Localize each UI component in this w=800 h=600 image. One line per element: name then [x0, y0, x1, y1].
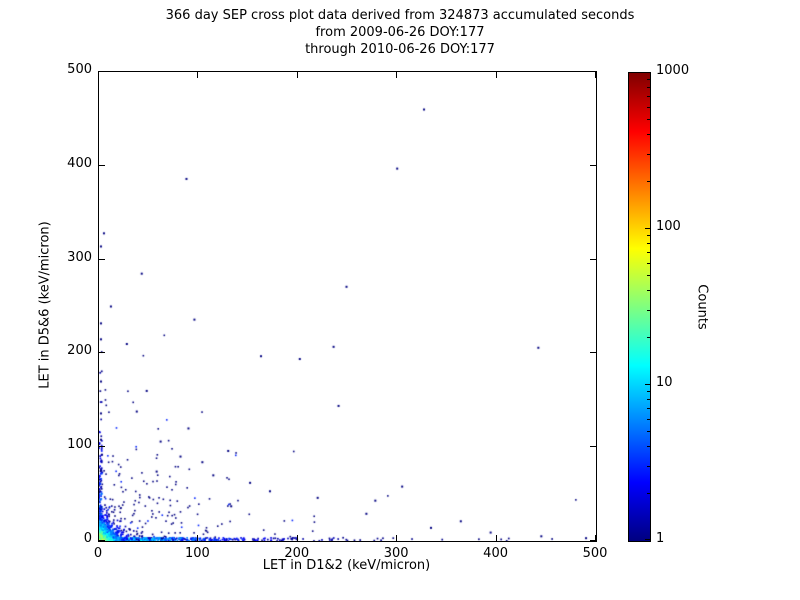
colorbar-minor-tick [647, 274, 650, 276]
y-tick-mark-right [590, 540, 596, 541]
x-tick-label: 300 [383, 546, 409, 561]
y-tick-mark [99, 71, 105, 72]
colorbar [628, 72, 651, 542]
colorbar-minor-tick [647, 134, 650, 136]
y-axis-label: LET in D5&6 (keV/micron) [37, 221, 53, 389]
y-tick-label: 200 [67, 343, 92, 359]
y-tick-mark-right [590, 164, 596, 166]
chart-title-line2: from 2009-06-26 DOY:177 [315, 25, 485, 40]
chart-title-line1: 366 day SEP cross plot data derived from… [165, 8, 635, 23]
colorbar-minor-tick [647, 87, 650, 89]
x-tick-mark-top [98, 72, 99, 78]
colorbar-tick-mark [645, 72, 650, 73]
colorbar-minor-tick [647, 465, 650, 467]
x-tick-label: 100 [184, 546, 210, 561]
x-tick-mark [495, 535, 497, 541]
y-tick-mark [99, 446, 105, 448]
y-tick-mark [99, 352, 105, 354]
y-tick-label: 300 [67, 249, 92, 265]
colorbar-tick-label: 100 [656, 219, 681, 234]
colorbar-minor-tick [647, 153, 650, 155]
colorbar-minor-tick [647, 235, 650, 237]
x-tick-mark-top [296, 72, 298, 78]
colorbar-minor-tick [647, 418, 650, 420]
y-tick-mark [99, 164, 105, 166]
x-tick-mark [98, 535, 99, 541]
x-tick-mark-top [396, 72, 398, 78]
x-tick-mark [296, 535, 298, 541]
colorbar-minor-tick [647, 337, 650, 339]
colorbar-minor-tick [647, 96, 650, 98]
x-tick-mark-top [495, 72, 497, 78]
colorbar-minor-tick [647, 446, 650, 448]
scatter-canvas [99, 72, 596, 541]
chart-title-line3: through 2010-06-26 DOY:177 [305, 42, 495, 57]
colorbar-tick-mark [645, 539, 650, 540]
colorbar-minor-tick [647, 118, 650, 120]
colorbar-minor-tick [647, 79, 650, 81]
colorbar-minor-tick [647, 181, 650, 183]
colorbar-minor-tick [647, 252, 650, 254]
y-tick-mark [99, 540, 105, 541]
y-tick-label: 400 [67, 155, 92, 171]
y-tick-mark [99, 258, 105, 260]
plot-area [98, 71, 597, 542]
colorbar-minor-tick [647, 408, 650, 410]
y-tick-mark-right [590, 446, 596, 448]
y-tick-mark-right [590, 352, 596, 354]
x-tick-mark [197, 535, 199, 541]
colorbar-minor-tick [647, 309, 650, 311]
y-tick-label: 500 [67, 62, 92, 77]
colorbar-tick-mark [645, 384, 650, 385]
colorbar-minor-tick [647, 290, 650, 292]
x-tick-mark [595, 535, 596, 541]
y-tick-label: 100 [67, 437, 92, 453]
colorbar-minor-tick [647, 399, 650, 401]
y-tick-mark-right [590, 71, 596, 72]
colorbar-minor-tick [647, 106, 650, 108]
colorbar-label: Counts [694, 284, 710, 330]
colorbar-tick-mark [645, 228, 650, 229]
y-tick-mark-right [590, 258, 596, 260]
x-tick-label: 500 [582, 546, 608, 561]
y-tick-label: 0 [83, 531, 92, 546]
x-tick-label: 400 [483, 546, 508, 561]
colorbar-minor-tick [647, 430, 650, 432]
colorbar-minor-tick [647, 391, 650, 393]
colorbar-minor-tick [647, 262, 650, 264]
x-tick-mark-top [197, 72, 199, 78]
x-tick-label: 0 [93, 546, 103, 561]
colorbar-tick-label: 1 [656, 531, 665, 546]
x-axis-label: LET in D1&2 (keV/micron) [262, 558, 431, 573]
colorbar-tick-label: 10 [656, 375, 673, 390]
x-tick-mark-top [595, 72, 596, 78]
colorbar-minor-tick [647, 243, 650, 245]
x-tick-mark [396, 535, 398, 541]
colorbar-tick-label: 1000 [656, 63, 690, 78]
colorbar-minor-tick [647, 493, 650, 495]
x-tick-label: 200 [284, 546, 310, 561]
